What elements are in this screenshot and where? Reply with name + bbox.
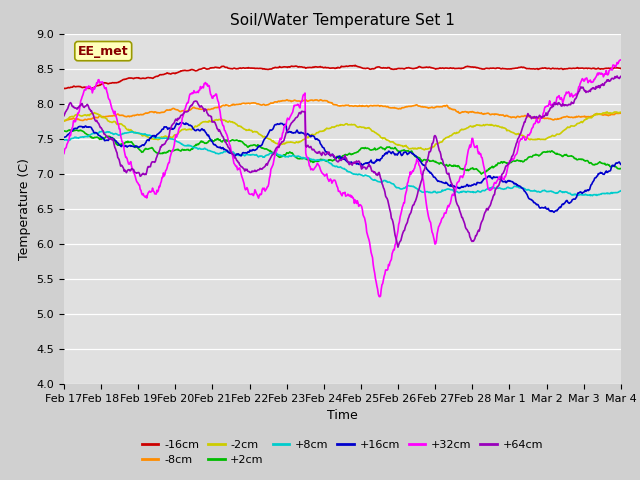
+32cm (376, 294, 383, 300)
+8cm (99, 129, 106, 134)
+2cm (60, 128, 68, 134)
-8cm (401, 105, 408, 110)
-2cm (276, 142, 284, 148)
+8cm (256, 154, 264, 159)
+2cm (477, 171, 485, 177)
+16cm (617, 161, 625, 167)
Line: +8cm: +8cm (64, 132, 621, 196)
-2cm (400, 144, 408, 149)
-8cm (228, 102, 236, 108)
+64cm (228, 151, 236, 156)
-2cm (228, 119, 236, 125)
+64cm (60, 113, 68, 119)
+8cm (60, 137, 68, 143)
+2cm (401, 147, 408, 153)
-16cm (228, 66, 236, 72)
-16cm (276, 64, 284, 70)
+64cm (613, 73, 621, 79)
+16cm (401, 150, 408, 156)
-8cm (316, 97, 324, 103)
-2cm (420, 147, 428, 153)
-2cm (603, 109, 611, 115)
+2cm (65, 127, 73, 133)
+8cm (126, 129, 134, 135)
Text: EE_met: EE_met (78, 45, 129, 58)
+16cm (178, 120, 186, 125)
Line: +2cm: +2cm (64, 130, 621, 174)
+2cm (432, 158, 440, 164)
+32cm (432, 241, 440, 247)
-8cm (255, 101, 263, 107)
+8cm (617, 188, 625, 194)
Line: -16cm: -16cm (64, 65, 621, 89)
+2cm (126, 139, 134, 145)
-16cm (255, 65, 263, 71)
+2cm (228, 137, 236, 143)
-8cm (276, 98, 284, 104)
-16cm (432, 66, 440, 72)
+16cm (125, 143, 133, 149)
+64cm (125, 167, 133, 173)
+8cm (277, 153, 285, 158)
-16cm (60, 86, 68, 92)
Y-axis label: Temperature (C): Temperature (C) (18, 158, 31, 260)
+32cm (401, 200, 408, 206)
Line: +64cm: +64cm (64, 76, 621, 247)
+2cm (256, 144, 264, 150)
-2cm (617, 109, 625, 115)
+64cm (394, 244, 402, 250)
-16cm (617, 66, 625, 72)
+32cm (617, 57, 625, 63)
X-axis label: Time: Time (327, 409, 358, 422)
+16cm (256, 144, 264, 149)
+64cm (401, 228, 408, 233)
+32cm (276, 135, 284, 141)
+32cm (60, 151, 68, 156)
+64cm (255, 167, 263, 173)
Legend: -16cm, -8cm, -2cm, +2cm, +8cm, +16cm, +32cm, +64cm: -16cm, -8cm, -2cm, +2cm, +8cm, +16cm, +3… (138, 435, 547, 469)
+32cm (255, 192, 263, 198)
+2cm (617, 166, 625, 171)
+16cm (432, 176, 440, 181)
-8cm (617, 110, 625, 116)
-8cm (60, 118, 68, 124)
-16cm (401, 66, 408, 72)
-2cm (125, 128, 133, 133)
-2cm (255, 132, 263, 137)
-2cm (432, 141, 440, 147)
+16cm (550, 209, 558, 215)
Line: -2cm: -2cm (64, 112, 621, 150)
+16cm (277, 121, 285, 127)
+64cm (617, 73, 625, 79)
+8cm (589, 193, 596, 199)
+64cm (432, 133, 440, 139)
Title: Soil/Water Temperature Set 1: Soil/Water Temperature Set 1 (230, 13, 455, 28)
+16cm (60, 134, 68, 140)
Line: +32cm: +32cm (64, 60, 621, 297)
+2cm (277, 154, 285, 159)
+32cm (228, 149, 236, 155)
-8cm (432, 105, 440, 110)
+8cm (432, 189, 440, 195)
Line: -8cm: -8cm (64, 100, 621, 121)
-16cm (125, 75, 133, 81)
-16cm (351, 62, 359, 68)
+16cm (228, 151, 236, 156)
-2cm (60, 118, 68, 124)
+8cm (228, 149, 236, 155)
+64cm (276, 141, 284, 147)
-8cm (125, 114, 133, 120)
+32cm (125, 161, 133, 167)
+8cm (401, 185, 408, 191)
Line: +16cm: +16cm (64, 122, 621, 212)
